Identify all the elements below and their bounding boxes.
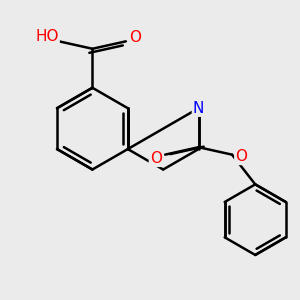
Text: HO: HO	[35, 29, 59, 44]
Text: O: O	[235, 149, 247, 164]
Text: O: O	[150, 151, 162, 166]
Text: N: N	[193, 101, 204, 116]
Text: O: O	[129, 30, 141, 45]
